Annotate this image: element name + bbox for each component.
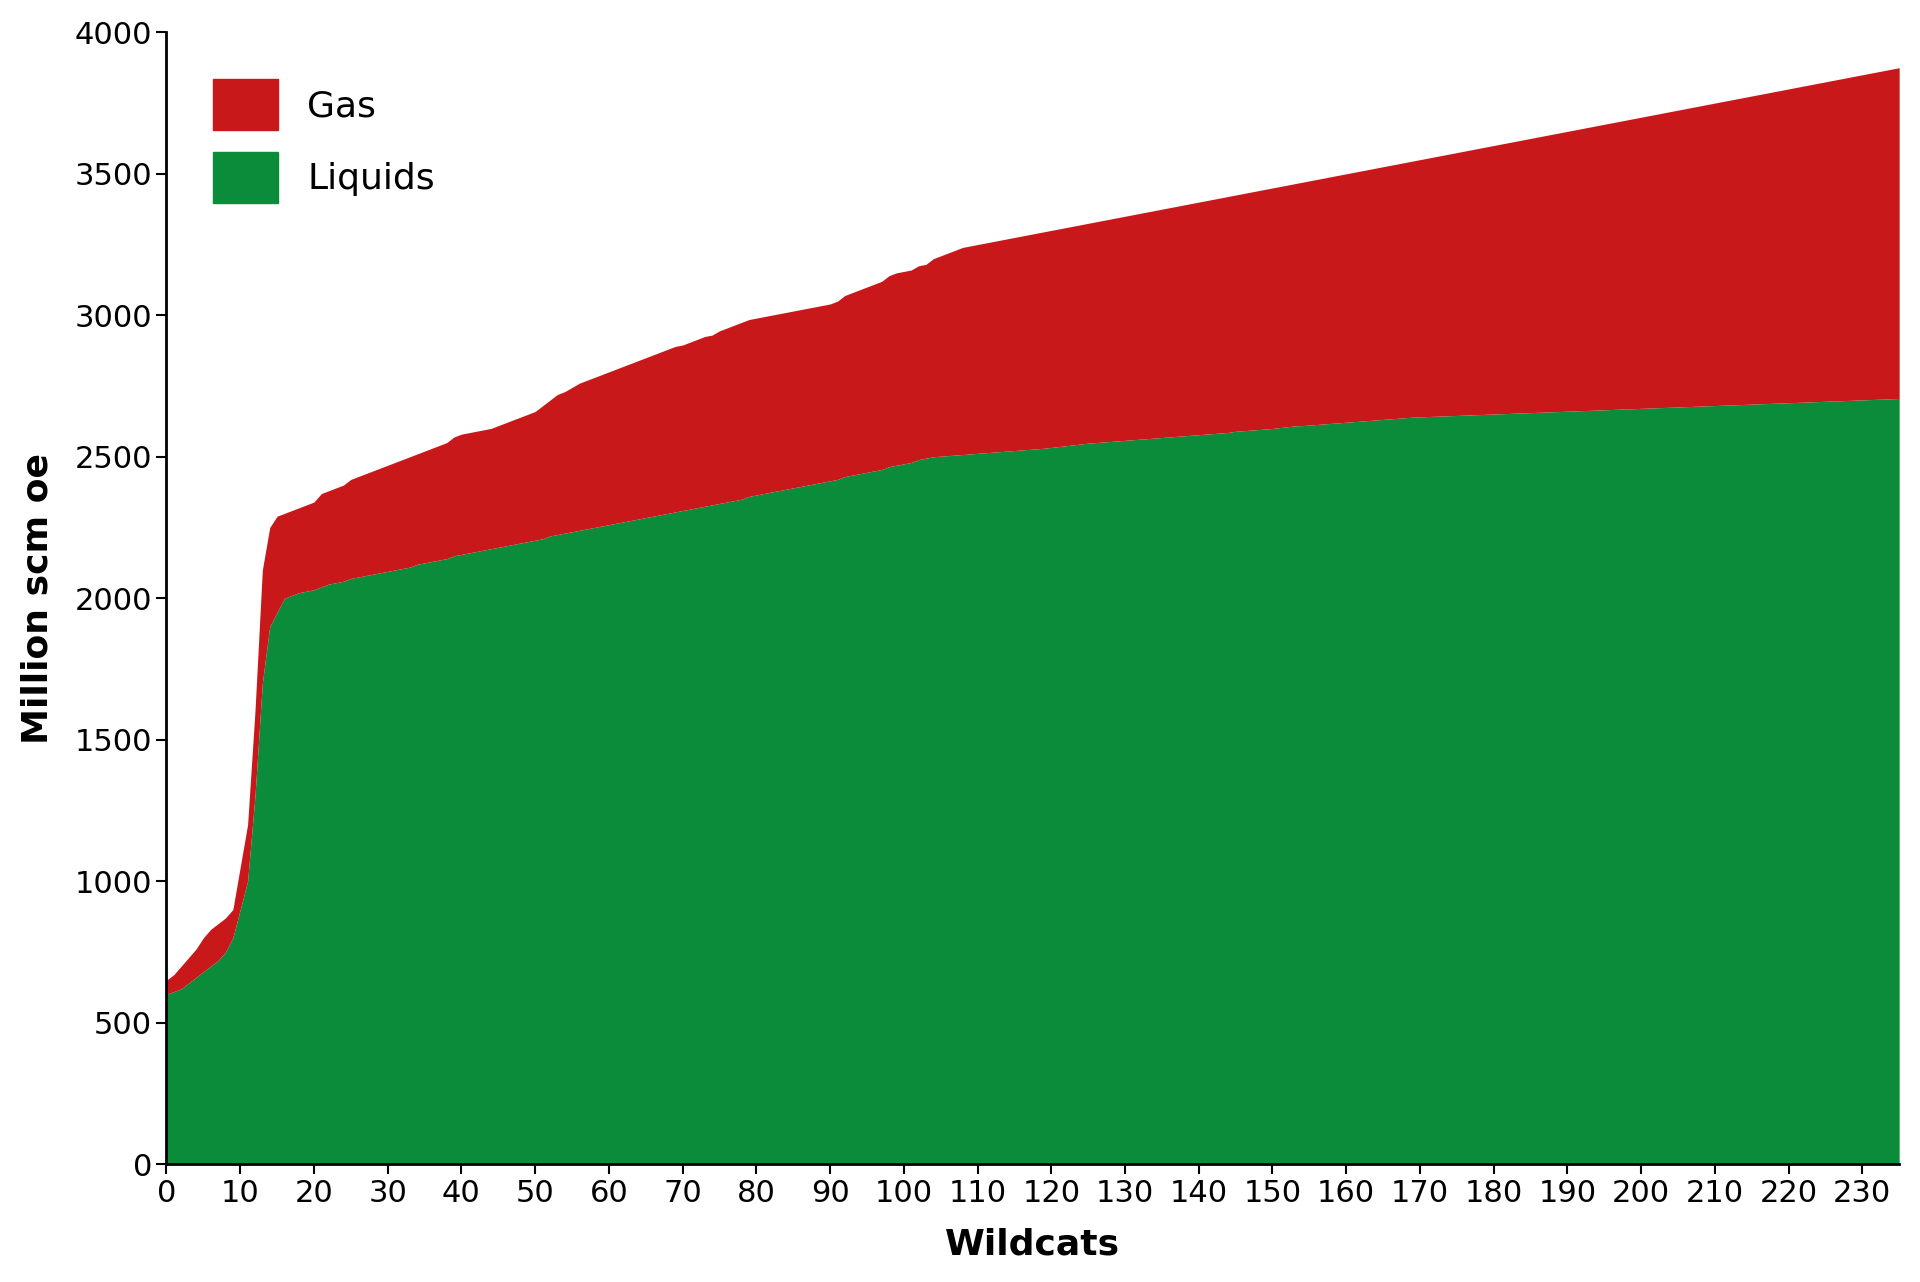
Y-axis label: Million scm oe: Million scm oe (21, 453, 56, 744)
Legend: Gas, Liquids: Gas, Liquids (184, 50, 465, 232)
X-axis label: Wildcats: Wildcats (945, 1227, 1121, 1261)
